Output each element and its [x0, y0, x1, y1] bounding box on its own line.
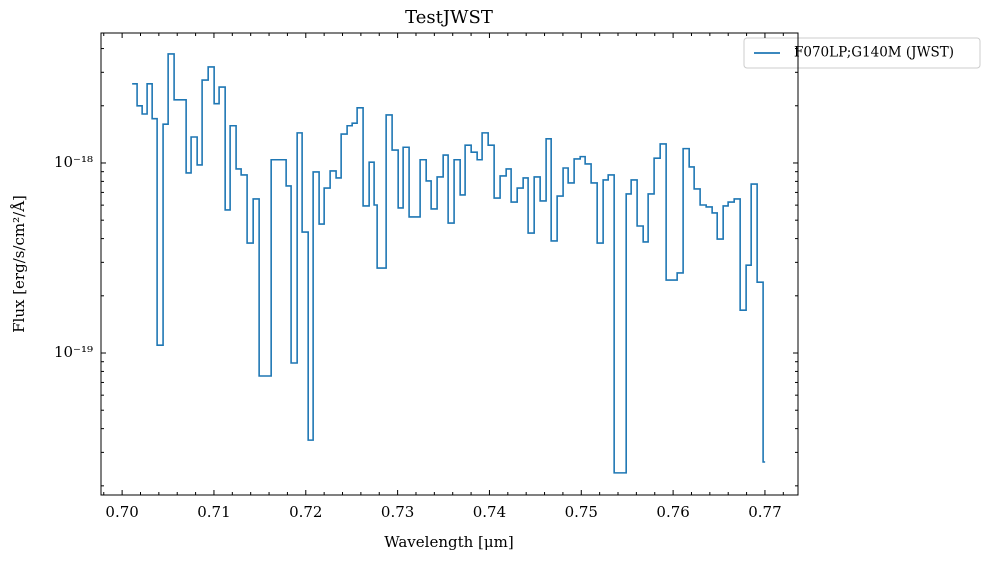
x-tick-label: 0.74: [473, 503, 506, 521]
x-tick-label: 0.71: [197, 503, 230, 521]
flux-line: [132, 53, 766, 474]
y-tick-label: 10⁻¹⁸: [54, 153, 93, 171]
x-tick-label: 0.73: [381, 503, 414, 521]
legend-box: [743, 37, 981, 69]
x-tick-label: 0.76: [656, 503, 689, 521]
y-tick-label: 10⁻¹⁹: [54, 343, 93, 361]
plot-frame: [100, 32, 799, 496]
x-tick-label: 0.77: [748, 503, 781, 521]
x-tick-label: 0.72: [289, 503, 322, 521]
x-axis-label: Wavelength [μm]: [384, 533, 513, 551]
chart-title: TestJWST: [405, 7, 493, 28]
legend-label: F070LP;G140M (JWST): [794, 45, 954, 61]
x-tick-label: 0.70: [105, 503, 138, 521]
x-tick-label: 0.75: [565, 503, 598, 521]
y-axis-label: Flux [erg/s/cm²/Å]: [10, 195, 28, 333]
